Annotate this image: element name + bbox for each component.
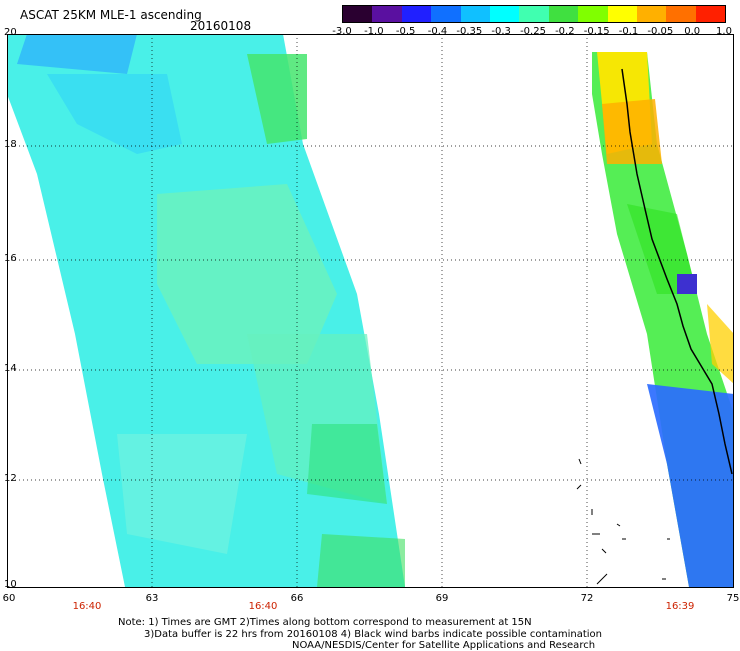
time-label-1: 16:40	[72, 601, 102, 612]
colorbar-segment	[578, 6, 608, 22]
lat-label-12: 12	[4, 473, 17, 484]
colorbar-segment	[401, 6, 432, 22]
colorbar-segment	[519, 6, 549, 22]
colorbar-segment	[548, 6, 579, 22]
colorbar-label: -0.1	[618, 26, 639, 37]
lat-label-18: 18	[4, 139, 17, 150]
coastline	[621, 68, 733, 475]
lon-label-66: 66	[290, 593, 304, 604]
colorbar-label: -0.4	[427, 26, 448, 37]
lat-label-20: 20	[4, 27, 17, 38]
colorbar-segment	[607, 6, 637, 22]
colorbar-segment	[460, 6, 490, 22]
time-label-2: 16:40	[248, 601, 278, 612]
colorbar-label: 1.0	[716, 26, 732, 37]
colorbar-segment	[343, 6, 373, 22]
note-line-2: 3)Data buffer is 22 hrs from 20160108 4)…	[144, 629, 602, 640]
map-panel	[7, 34, 734, 588]
colorbar-label: -0.35	[456, 26, 483, 37]
colorbar-label: -0.3	[491, 26, 511, 37]
colorbar-labels: -3.0 -1.0 -0.5 -0.4 -0.35 -0.3 -0.25 -0.2 -0.15-…	[330, 26, 740, 38]
colorbar-label: -3.0	[332, 26, 352, 37]
time-label-3: 16:39	[665, 601, 695, 612]
lat-label-14: 14	[4, 363, 17, 374]
colorbar-segment	[695, 6, 726, 22]
lon-label-69: 69	[435, 593, 449, 604]
note-line-3: NOAA/NESDIS/Center for Satellite Applica…	[292, 640, 596, 651]
colorbar-label: -0.15	[583, 26, 610, 37]
colorbar-segment	[636, 6, 667, 22]
islands	[576, 458, 670, 585]
lat-label-16: 16	[4, 253, 17, 264]
colorbar-label: -0.05	[647, 26, 674, 37]
note-line-1: Note: 1) Times are GMT 2)Times along bot…	[118, 617, 532, 628]
graticule	[7, 34, 734, 588]
colorbar-segment	[431, 6, 461, 22]
colorbar-segment	[372, 6, 402, 22]
lat-label-10: 10	[4, 579, 17, 590]
colorbar-label: -0.2	[555, 26, 575, 37]
colorbar-label: -1.0	[364, 26, 384, 37]
colorbar-label: -0.25	[520, 26, 546, 37]
map-title: ASCAT 25KM MLE-1 ascending	[20, 8, 202, 22]
lon-label-72: 72	[580, 593, 594, 604]
lon-label-60: 60	[2, 593, 16, 604]
map-date: 20160108	[190, 19, 252, 33]
colorbar-segment	[489, 6, 520, 22]
colorbar	[342, 5, 726, 23]
colorbar-label: -0.5	[395, 26, 416, 37]
colorbar-label: 0.0	[684, 26, 701, 37]
lon-label-63: 63	[145, 593, 159, 604]
lon-label-75: 75	[726, 593, 740, 604]
colorbar-segment	[666, 6, 696, 22]
